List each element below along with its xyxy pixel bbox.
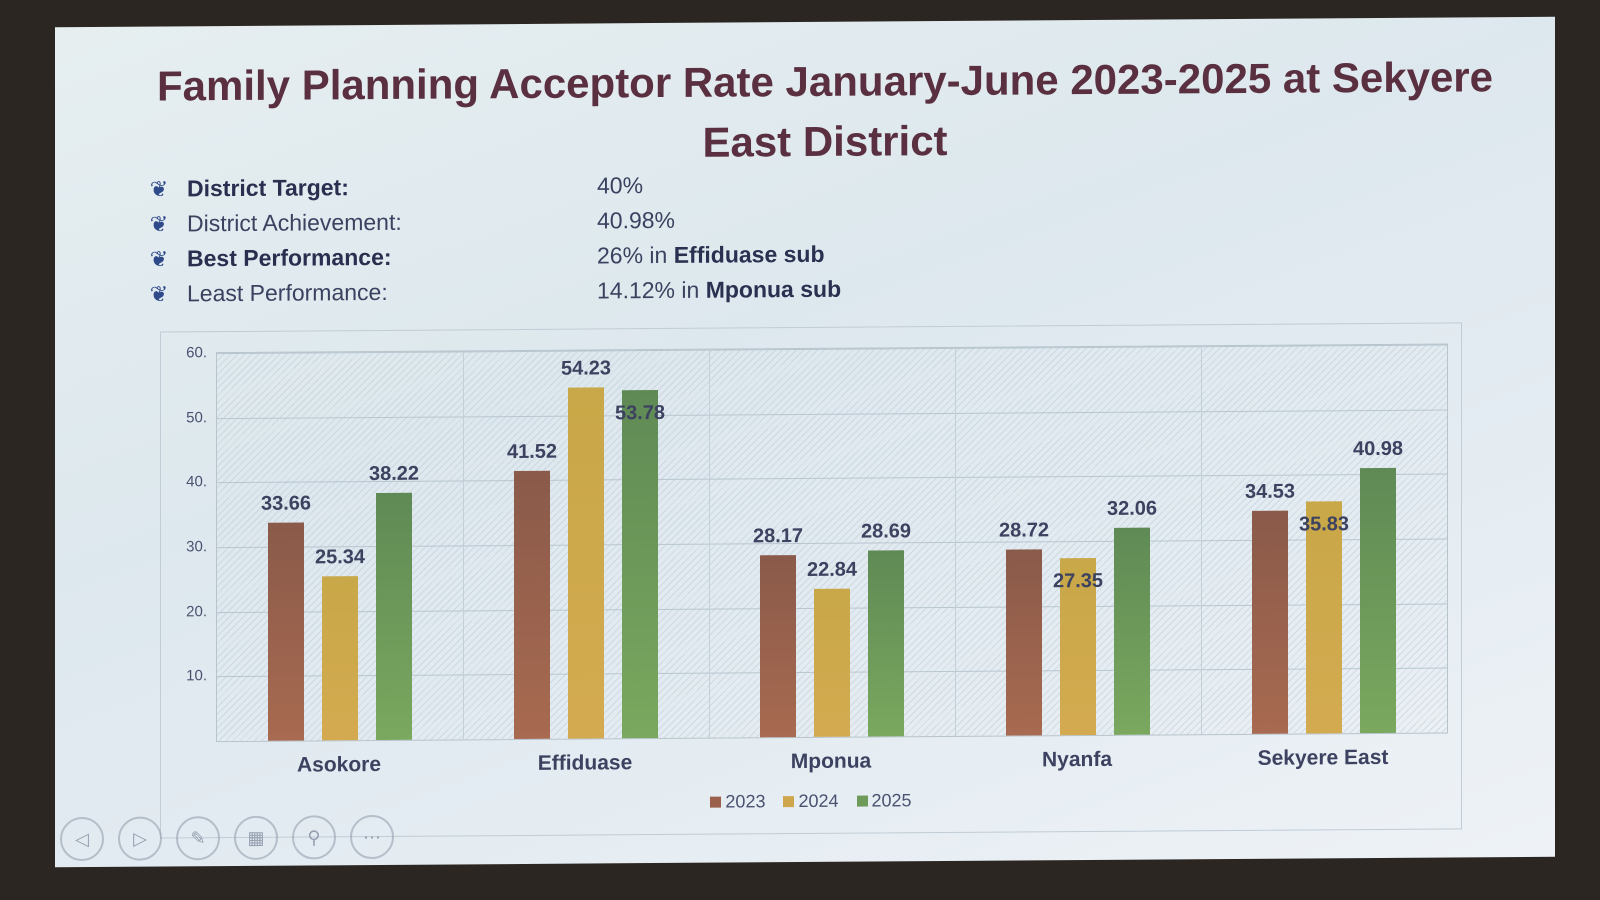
- bar-2023: [1252, 510, 1288, 734]
- data-label: 28.17: [752, 524, 804, 548]
- y-tick-label: 50.: [186, 408, 207, 426]
- gridline: [217, 344, 1447, 355]
- chart-legend: 2023 2024 2025: [161, 786, 1461, 816]
- stat-label: District Target:: [187, 174, 349, 202]
- stat-label: District Achievement:: [187, 208, 402, 237]
- bar-2025: [1114, 527, 1150, 735]
- stat-least-performance: ❦ Least Performance: 14.12% in Mponua su…: [145, 272, 841, 312]
- plot-area: 10. 20. 30. 40. 50. 60. 33.66 25.34 38.22 41.52 54…: [186, 343, 1448, 743]
- bar-2025: [622, 390, 658, 739]
- previous-slide-button[interactable]: ◁: [60, 816, 104, 862]
- ellipsis-icon: ⋯: [363, 826, 381, 847]
- data-label: 22.84: [806, 558, 858, 582]
- data-label: 53.78: [614, 402, 666, 425]
- bar-2024: [814, 588, 850, 737]
- data-label: 38.22: [368, 462, 420, 485]
- x-axis-label: Nyanfa: [1041, 747, 1113, 772]
- bar-2023: [268, 522, 304, 741]
- data-label: 35.83: [1298, 513, 1350, 536]
- flame-leaf-bullet-icon: ❦: [149, 210, 169, 237]
- data-label: 28.72: [998, 519, 1050, 542]
- stat-value: 26% in Effiduase sub: [597, 240, 825, 269]
- chevron-left-icon: ◁: [75, 828, 89, 849]
- stat-label: Best Performance:: [187, 243, 392, 272]
- y-tick-label: 60.: [186, 344, 207, 362]
- bar-2024: [322, 576, 358, 741]
- y-tick-label: 10.: [186, 667, 207, 685]
- next-slide-button[interactable]: ▷: [118, 816, 162, 861]
- stat-label: Least Performance:: [187, 278, 388, 307]
- legend-swatch: [710, 796, 722, 808]
- data-label: 54.23: [560, 357, 612, 381]
- bar-2025: [868, 550, 904, 737]
- data-label: 27.35: [1052, 570, 1104, 593]
- x-axis-label: Mponua: [790, 749, 872, 774]
- data-label: 28.69: [860, 520, 912, 544]
- legend-item: 2024: [783, 790, 839, 812]
- data-label: 34.53: [1244, 480, 1296, 503]
- x-axis-label: Sekyere East: [1257, 745, 1389, 770]
- pen-icon: ✎: [190, 827, 206, 848]
- bar-2024: [568, 387, 604, 739]
- see-all-slides-button[interactable]: ▦: [234, 815, 278, 860]
- bar-2023: [760, 554, 796, 738]
- gridline: [217, 409, 1447, 419]
- legend-label: 2025: [871, 790, 912, 811]
- flame-leaf-bullet-icon: ❦: [149, 245, 169, 272]
- stat-district-achievement: ❦ District Achievement: 40.98%: [145, 202, 841, 242]
- stat-best-performance: ❦ Best Performance: 26% in Effiduase sub: [145, 237, 841, 277]
- bar-2025: [376, 492, 412, 740]
- magnifier-icon: ⚲: [307, 826, 321, 847]
- bar-2025: [1360, 467, 1396, 734]
- legend-item: 2023: [710, 791, 765, 812]
- title-line-1: Family Planning Acceptor Rate January-Ju…: [156, 53, 1494, 110]
- pen-tool-button[interactable]: ✎: [176, 816, 220, 861]
- more-options-button[interactable]: ⋯: [350, 814, 394, 860]
- x-axis-label: Effiduase: [537, 751, 633, 775]
- data-label: 40.98: [1352, 437, 1404, 461]
- x-axis-labels: Asokore Effiduase Mponua Nyanfa Sekyere East: [161, 323, 1461, 777]
- category-divider: [955, 347, 956, 736]
- slide: Family Planning Acceptor Rate January-Ju…: [55, 16, 1555, 868]
- legend-label: 2024: [798, 790, 839, 812]
- slides-grid-icon: ▦: [247, 827, 265, 848]
- legend-item: 2025: [856, 790, 912, 811]
- bar-chart: 10. 20. 30. 40. 50. 60. 33.66 25.34 38.22 41.52 54…: [160, 322, 1462, 839]
- x-axis-label: Asokore: [296, 752, 382, 777]
- stat-district-target: ❦ District Target: 40%: [145, 167, 841, 207]
- slide-title: Family Planning Acceptor Rate January-Ju…: [115, 47, 1535, 177]
- stat-value: 40%: [597, 172, 644, 199]
- zoom-button[interactable]: ⚲: [292, 815, 336, 860]
- stat-value: 40.98%: [597, 206, 676, 234]
- flame-leaf-bullet-icon: ❦: [149, 175, 169, 202]
- presentation-controls: ◁ ▷ ✎ ▦ ⚲ ⋯: [60, 814, 394, 862]
- flame-leaf-bullet-icon: ❦: [149, 280, 169, 307]
- y-tick-label: 40.: [186, 473, 207, 491]
- data-label: 32.06: [1106, 497, 1158, 520]
- legend-swatch: [783, 796, 795, 808]
- summary-stats: ❦ District Target: 40% ❦ District Achiev…: [145, 167, 841, 312]
- data-label: 33.66: [260, 492, 312, 516]
- bar-2023: [1006, 549, 1042, 736]
- category-divider: [709, 349, 710, 738]
- legend-label: 2023: [725, 791, 766, 812]
- stat-value: 14.12% in Mponua sub: [597, 275, 842, 304]
- category-divider: [463, 351, 464, 740]
- legend-swatch: [856, 795, 868, 807]
- data-label: 41.52: [506, 440, 558, 463]
- bar-2023: [514, 470, 550, 740]
- chevron-right-icon: ▷: [133, 828, 147, 849]
- y-tick-label: 30.: [186, 538, 207, 556]
- category-divider: [1201, 346, 1202, 735]
- y-tick-label: 20.: [186, 602, 207, 620]
- data-label: 25.34: [314, 546, 366, 569]
